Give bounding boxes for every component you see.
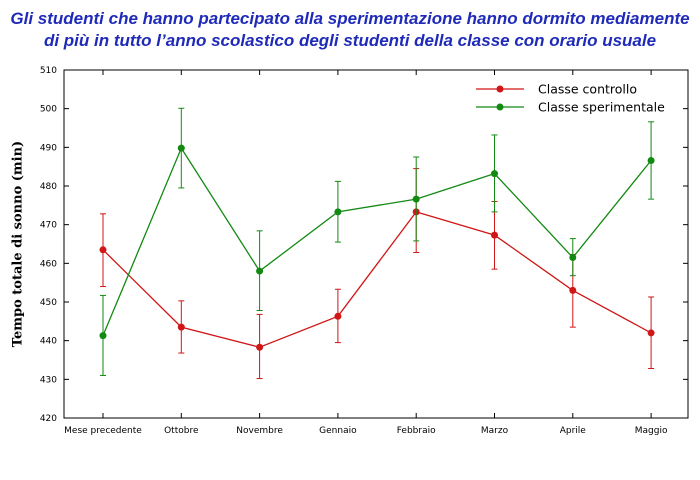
y-axis-ticks: 420 430 440 450 460 470 480 490 500 510: [40, 66, 688, 424]
series-classe-sperimentale: [99, 107, 655, 376]
y-tick-label: 450: [40, 298, 57, 308]
x-tick-label: Marzo: [481, 426, 509, 436]
chart-title-line-1: Gli studenti che hanno partecipato alla …: [10, 9, 690, 28]
legend-swatch-marker: [496, 103, 504, 111]
data-point: [647, 329, 655, 337]
y-tick-label: 490: [40, 143, 57, 153]
legend-item: Classe sperimentale: [476, 100, 665, 115]
legend-label: Classe controllo: [538, 82, 637, 97]
data-point: [569, 286, 577, 294]
data-point: [491, 231, 498, 239]
data-point: [256, 343, 264, 351]
legend: Classe controllo Classe sperimentale: [476, 82, 665, 115]
x-tick-label: Gennaio: [319, 426, 357, 436]
x-tick-label: Mese precedente: [64, 426, 142, 436]
chart-title-line-2: di più in tutto l’anno scolastico degli …: [43, 31, 657, 50]
x-axis-ticks: Mese precedente Ottobre Novembre Gennaio Feb…: [64, 70, 668, 436]
series-line: [102, 211, 652, 348]
x-tick-label: Aprile: [560, 426, 587, 436]
data-point: [569, 254, 577, 262]
data-point: [491, 170, 498, 178]
y-tick-label: 420: [40, 414, 57, 424]
data-point: [99, 332, 107, 340]
series-line: [102, 146, 652, 336]
y-tick-label: 510: [40, 66, 57, 76]
axes: [63, 69, 689, 419]
data-point: [256, 267, 264, 275]
data-point: [334, 208, 342, 216]
series-classe-controllo: [99, 168, 655, 380]
data-point: [334, 312, 342, 320]
x-tick-label: Febbraio: [397, 426, 436, 436]
y-tick-label: 440: [40, 337, 57, 347]
legend-label: Classe sperimentale: [538, 100, 665, 115]
y-tick-label: 470: [40, 221, 57, 231]
x-tick-label: Maggio: [635, 426, 668, 436]
data-point: [647, 156, 655, 164]
x-tick-label: Novembre: [236, 426, 283, 436]
y-tick-label: 460: [40, 259, 57, 269]
data-point: [412, 195, 420, 203]
data-point: [177, 323, 185, 331]
data-point: [177, 144, 185, 152]
plot-frame: [63, 69, 689, 419]
y-axis-label: Tempo totale di sonno (min): [11, 141, 26, 347]
data-point: [99, 246, 107, 254]
plot-area: [99, 107, 655, 380]
y-tick-label: 480: [40, 182, 57, 192]
legend-item: Classe controllo: [476, 82, 637, 97]
y-tick-label: 430: [40, 375, 57, 385]
y-tick-label: 500: [40, 105, 57, 115]
x-tick-label: Ottobre: [164, 426, 199, 436]
legend-swatch-marker: [496, 85, 504, 93]
